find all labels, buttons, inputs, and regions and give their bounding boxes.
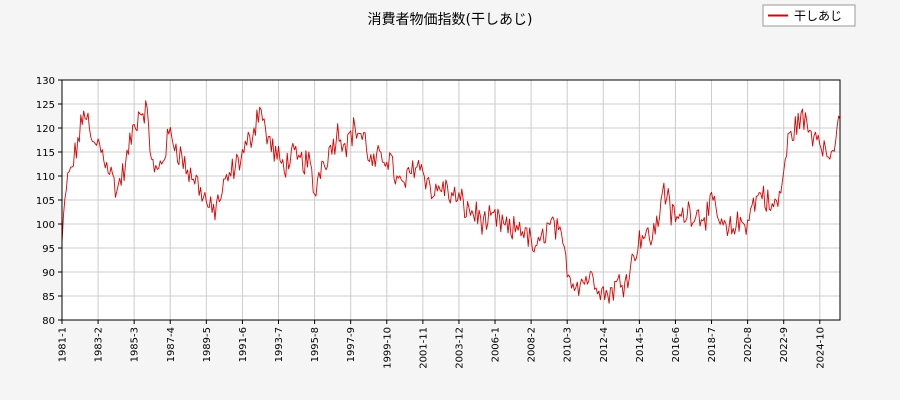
- x-tick-label: 2006-1: [491, 327, 502, 362]
- legend-box: [762, 4, 856, 27]
- series-line-0: [61, 100, 841, 304]
- y-tick-label: 105: [36, 196, 55, 207]
- x-tick-label: 2010-3: [563, 327, 574, 362]
- y-tick-label: 90: [42, 268, 55, 279]
- x-tick-label: 1989-5: [202, 327, 213, 362]
- x-tick-label: 2022-9: [779, 327, 790, 362]
- grid-lines: [61, 79, 840, 321]
- x-tick-label: 2001-11: [418, 327, 429, 369]
- x-tick-label: 1981-1: [58, 327, 69, 362]
- legend: 干しあじ: [762, 4, 856, 27]
- x-tick-label: 1999-10: [382, 327, 393, 369]
- x-axis: 1981-1 1983-2 1985-3 1987-4 1989-5 1991-6 1993…: [58, 320, 826, 369]
- x-tick-label: 2020-8: [743, 327, 754, 362]
- x-tick-label: 2024-10: [815, 327, 826, 369]
- y-tick-label: 95: [42, 244, 55, 255]
- y-tick-label: 125: [36, 100, 55, 111]
- x-tick-label: 1983-2: [94, 327, 105, 362]
- y-axis: 80 85 90 95 100 105 110 115 120 125 130: [36, 76, 62, 327]
- y-tick-label: 110: [36, 172, 55, 183]
- x-tick-label: 1995-8: [310, 327, 321, 362]
- x-tick-label: 2014-5: [635, 327, 646, 362]
- series-lines: [61, 100, 841, 304]
- x-tick-label: 2008-2: [527, 327, 538, 362]
- y-tick-label: 130: [36, 76, 55, 87]
- x-tick-label: 2012-4: [599, 327, 610, 362]
- y-tick-label: 120: [36, 124, 55, 135]
- y-tick-label: 100: [36, 220, 55, 231]
- y-tick-label: 115: [36, 148, 55, 159]
- x-tick-label: 1987-4: [166, 327, 177, 362]
- x-tick-label: 1991-6: [238, 327, 249, 362]
- chart-title: 消費者物価指数(干しあじ): [368, 12, 533, 28]
- x-tick-label: 2016-6: [671, 327, 682, 362]
- x-tick-label: 1985-3: [130, 327, 141, 362]
- y-tick-label: 80: [42, 316, 55, 327]
- x-tick-label: 1993-7: [274, 327, 285, 362]
- y-tick-label: 85: [42, 292, 55, 303]
- x-tick-label: 2003-12: [454, 327, 465, 369]
- legend-label: 干しあじ: [794, 9, 842, 23]
- x-tick-label: 2018-7: [707, 327, 718, 362]
- x-tick-label: 1997-9: [346, 327, 357, 362]
